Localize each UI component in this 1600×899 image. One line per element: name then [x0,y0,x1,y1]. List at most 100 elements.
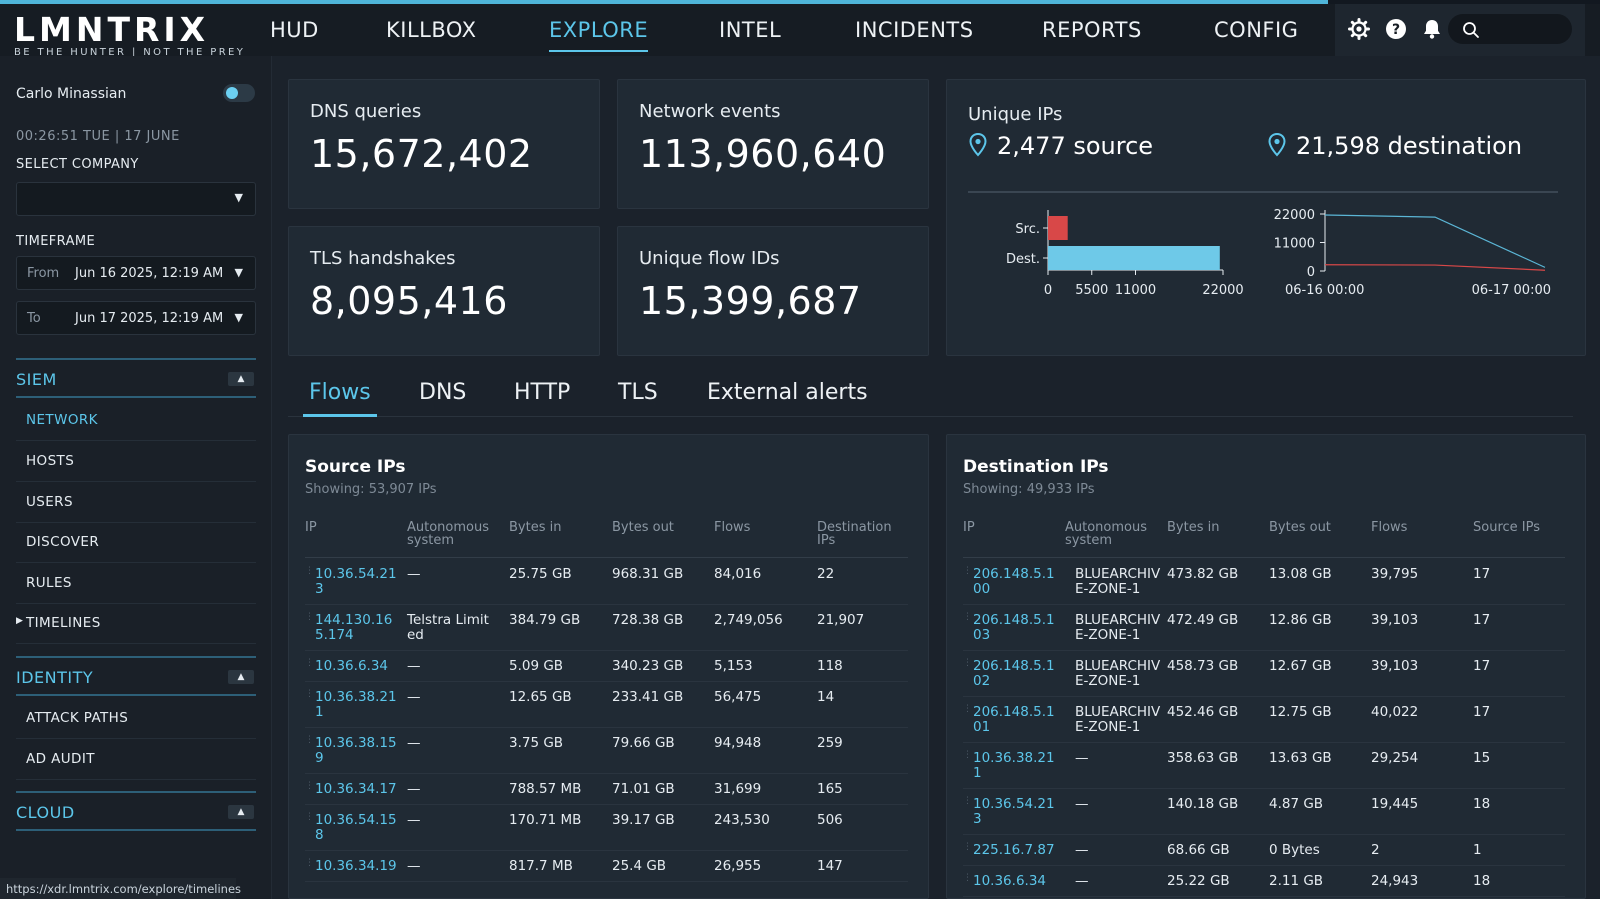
tab-flows[interactable]: Flows [303,380,377,417]
help-icon[interactable]: ? [1385,18,1407,40]
tab-http[interactable]: HTTP [514,380,571,405]
column-header[interactable]: Flows [1371,520,1408,535]
column-header[interactable]: Bytes in [509,520,562,535]
drag-handle-icon[interactable]: ⋮ [963,566,972,576]
sidebar-item-discover[interactable]: DISCOVER [16,522,256,563]
column-header[interactable]: Bytes out [1269,520,1331,535]
drag-handle-icon[interactable]: ⋮ [305,858,314,868]
table-title: Destination IPs [963,457,1109,477]
table-row[interactable]: ⋮ 206.148.5.103 BLUEARCHIVE-ZONE-1 472.49 G… [963,605,1565,651]
column-header[interactable]: Destination IPs [817,520,892,548]
column-header[interactable]: Bytes in [1167,520,1220,535]
ip-cell[interactable]: 10.36.54.213 [973,796,1055,827]
nav-intel[interactable]: INTEL [719,18,782,42]
column-header[interactable]: Source IPs [1473,520,1540,535]
drag-handle-icon[interactable]: ⋮ [963,704,972,714]
gear-icon[interactable] [1348,18,1370,40]
drag-handle-icon[interactable]: ⋮ [305,689,314,699]
ip-cell[interactable]: 10.36.6.34 [315,658,388,674]
nav-hud[interactable]: HUD [270,18,319,42]
drag-handle-icon[interactable]: ⋮ [305,735,314,745]
table-row[interactable]: ⋮ 206.148.5.100 BLUEARCHIVE-ZONE-1 473.82 G… [963,559,1565,605]
table-row[interactable]: ⋮ 10.36.6.34 — 25.22 GB 2.11 GB 24,943 18 [963,866,1565,897]
nav-reports[interactable]: REPORTS [1042,18,1142,42]
table-row[interactable]: ⋮ 10.36.54.213 — 140.18 GB 4.87 GB 19,445 18 [963,789,1565,835]
ip-cell[interactable]: 206.148.5.100 [973,566,1055,597]
ip-cell[interactable]: 206.148.5.103 [973,612,1055,643]
table-row[interactable]: ⋮ 10.36.38.211 — 12.65 GB 233.41 GB 56,475 14 [305,682,908,728]
ip-cell[interactable]: 10.36.54.158 [315,812,397,843]
ip-cell[interactable]: 10.36.38.159 [315,735,397,766]
sidebar-item-hosts[interactable]: HOSTS [16,441,256,482]
cloud-section-header[interactable]: CLOUD ▲ [16,791,256,831]
column-header[interactable]: Bytes out [612,520,674,535]
table-row[interactable]: ⋮ 225.16.7.87 — 68.66 GB 0 Bytes 2 1 [963,835,1565,866]
drag-handle-icon[interactable]: ⋮ [963,658,972,668]
chevron-up-icon[interactable]: ▲ [228,805,254,819]
bell-icon[interactable] [1421,18,1443,40]
lmntrix-logo[interactable]: LMNTRIX BE THE HUNTER | NOT THE PREY [14,13,258,58]
tab-dns[interactable]: DNS [419,380,467,405]
table-row[interactable]: ⋮ 10.36.34.19 — 817.7 MB 25.4 GB 26,955 147 [305,851,908,882]
drag-handle-icon[interactable]: ⋮ [963,750,972,760]
ip-cell[interactable]: 225.16.7.87 [973,842,1055,858]
column-header[interactable]: Flows [714,520,751,535]
ip-cell[interactable]: 10.36.34.19 [315,858,397,874]
chevron-up-icon[interactable]: ▲ [228,372,254,386]
stat-label: DNS queries [310,101,422,122]
as-cell: — [1075,750,1089,766]
drag-handle-icon[interactable]: ⋮ [963,796,972,806]
column-header[interactable]: IP [963,520,975,535]
tab-external-alerts[interactable]: External alerts [707,380,868,405]
ip-cell[interactable]: 206.148.5.101 [973,704,1055,735]
timeframe-from-select[interactable]: From Jun 16 2025, 12:19 AM ▼ [16,256,256,290]
ip-cell[interactable]: 10.36.38.211 [973,750,1055,781]
drag-handle-icon[interactable]: ⋮ [305,612,314,622]
drag-handle-icon[interactable]: ⋮ [963,873,972,883]
sidebar-item-network[interactable]: NETWORK [16,400,256,441]
column-header[interactable]: IP [305,520,317,535]
sidebar-item-users[interactable]: USERS [16,482,256,523]
ip-cell[interactable]: 144.130.165.174 [315,612,393,643]
table-row[interactable]: ⋮ 144.130.165.174 Telstra Limited 384.79 GB… [305,605,908,651]
drag-handle-icon[interactable]: ⋮ [305,658,314,668]
drag-handle-icon[interactable]: ⋮ [963,612,972,622]
sidebar-item-ad-audit[interactable]: AD AUDIT [16,739,256,780]
table-row[interactable]: ⋮ 10.36.6.34 — 5.09 GB 340.23 GB 5,153 118 [305,651,908,682]
drag-handle-icon[interactable]: ⋮ [305,781,314,791]
search-input[interactable] [1448,14,1572,44]
table-row[interactable]: ⋮ 10.36.54.158 — 170.71 MB 39.17 GB 243,530 50… [305,805,908,851]
ip-cell[interactable]: 10.36.6.34 [973,873,1046,889]
company-select[interactable]: ▼ [16,182,256,216]
drag-handle-icon[interactable]: ⋮ [305,812,314,822]
table-row[interactable]: ⋮ 10.36.54.213 — 25.75 GB 968.31 GB 84,016 22 [305,559,908,605]
table-row[interactable]: ⋮ 10.36.38.159 — 3.75 GB 79.66 GB 94,948 259 [305,728,908,774]
nav-incidents[interactable]: INCIDENTS [855,18,974,42]
ip-cell[interactable]: 206.148.5.102 [973,658,1055,689]
tab-tls[interactable]: TLS [618,380,658,405]
table-row[interactable]: ⋮ 206.148.5.102 BLUEARCHIVE-ZONE-1 458.73 G… [963,651,1565,697]
nav-explore[interactable]: EXPLORE [549,18,649,52]
sidebar-item-rules[interactable]: RULES [16,563,256,604]
timeframe-to-select[interactable]: To Jun 17 2025, 12:19 AM ▼ [16,301,256,335]
ip-cell[interactable]: 10.36.38.211 [315,689,397,720]
drag-handle-icon[interactable]: ⋮ [305,566,314,576]
column-header[interactable]: Autonomous system [1065,520,1148,548]
bytes-in-cell: 12.65 GB [509,689,572,705]
nav-killbox[interactable]: KILLBOX [386,18,477,42]
table-row[interactable]: ⋮ 10.36.34.17 — 788.57 MB 71.01 GB 31,699 165 [305,774,908,805]
ip-cell[interactable]: 10.36.34.17 [315,781,397,797]
table-row[interactable]: ⋮ 10.36.38.211 — 358.63 GB 13.63 GB 29,254 15 [963,743,1565,789]
chevron-up-icon[interactable]: ▲ [228,670,254,684]
identity-section-header[interactable]: IDENTITY ▲ [16,656,256,696]
column-header[interactable]: Autonomous system [407,520,490,548]
siem-section-header[interactable]: SIEM ▲ [16,358,256,398]
table-row[interactable]: ⋮ 206.148.5.101 BLUEARCHIVE-ZONE-1 452.46 G… [963,697,1565,743]
nav-config[interactable]: CONFIG [1214,18,1299,42]
drag-handle-icon[interactable]: ⋮ [963,842,972,852]
ip-cell[interactable]: 10.36.54.213 [315,566,397,597]
sidebar-item-attack-paths[interactable]: ATTACK PATHS [16,698,256,739]
sidebar-item-timelines[interactable]: ▶ TIMELINES [16,603,256,644]
theme-toggle[interactable] [223,84,255,102]
bytes-out-cell: 79.66 GB [612,735,675,751]
